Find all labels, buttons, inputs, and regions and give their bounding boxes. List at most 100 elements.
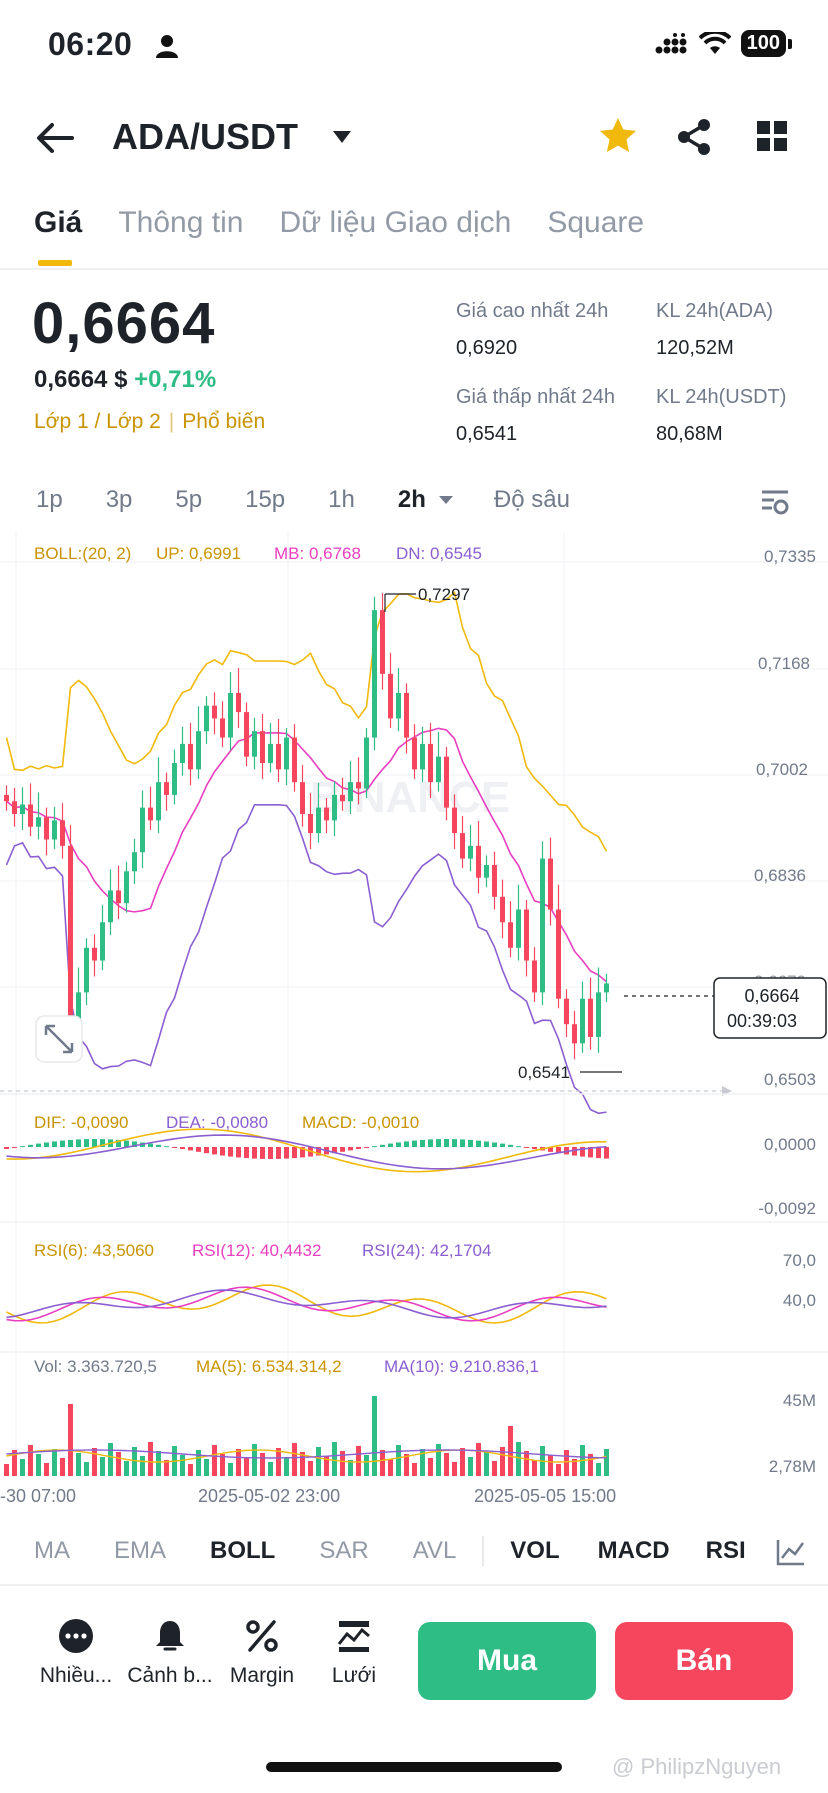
indicator-ema[interactable]: EMA — [114, 1537, 167, 1564]
vol-bar — [588, 1454, 593, 1476]
indicator-rsi[interactable]: RSI — [705, 1537, 746, 1564]
indicator-settings-icon[interactable] — [776, 1538, 806, 1566]
macd-bar — [412, 1140, 417, 1147]
margin-label: Margin — [229, 1664, 295, 1687]
status-bar: 06:20 100 — [0, 0, 828, 90]
more-button[interactable]: Nhiều... — [28, 1618, 124, 1688]
candle-body — [484, 864, 489, 878]
vol-bar — [116, 1452, 121, 1476]
vol-bar — [84, 1462, 89, 1476]
caret-down-icon[interactable] — [332, 130, 352, 144]
macd-bar — [84, 1139, 89, 1147]
share-icon[interactable] — [676, 118, 712, 156]
grid-trading-button[interactable]: Lưới — [306, 1618, 402, 1688]
macd-bar — [36, 1143, 41, 1147]
candle-body — [244, 712, 249, 757]
indicator-sar[interactable]: SAR — [319, 1537, 369, 1564]
indicator-ma[interactable]: MA — [34, 1537, 70, 1564]
candle-body — [308, 813, 313, 834]
interval-5m[interactable]: 5p — [175, 486, 203, 513]
macd-bar — [12, 1147, 17, 1148]
macd-bar — [292, 1147, 297, 1159]
interval-1m[interactable]: 1p — [36, 486, 63, 513]
interval-15m[interactable]: 15p — [245, 486, 286, 513]
indicator-macd[interactable]: MACD — [597, 1537, 670, 1564]
vol-bar — [276, 1448, 281, 1476]
vol-bar — [292, 1443, 297, 1476]
macd-bar — [428, 1139, 433, 1147]
macd-bar — [236, 1147, 241, 1158]
indicator-divider — [0, 1584, 828, 1586]
expand-chart-button[interactable] — [35, 1015, 83, 1063]
candlestick-chart[interactable]: BINANCE BOLL:(20, 2) UP: 0,6991 MB: 0,67… — [0, 532, 828, 1508]
macd-bar — [156, 1144, 161, 1147]
interval-caret-down-icon[interactable] — [438, 495, 454, 505]
macd-dif-line — [6, 1128, 607, 1173]
vol-bar — [388, 1459, 393, 1476]
macd-bar — [388, 1143, 393, 1147]
vol-quote-value: 80,68M — [656, 423, 723, 445]
tag-layer[interactable]: Lớp 1 / Lớp 2 — [34, 410, 161, 433]
interval-selector: 1p 3p 5p 15p 1h 2h Độ sâu — [36, 486, 613, 514]
more-dots-icon — [59, 1619, 93, 1653]
vol-bar — [396, 1445, 401, 1476]
interval-1h[interactable]: 1h — [328, 486, 355, 513]
back-arrow-icon[interactable] — [36, 120, 74, 156]
indicator-vol[interactable]: VOL — [510, 1537, 560, 1564]
macd-bar — [68, 1139, 73, 1147]
boll-up-label: UP: 0,6991 — [156, 544, 241, 563]
candle-body — [348, 782, 353, 802]
macd-bar — [28, 1144, 33, 1147]
macd-bar — [452, 1139, 457, 1147]
macd-bar — [148, 1143, 153, 1147]
candle-body — [356, 782, 361, 789]
indicator-avl[interactable]: AVL — [412, 1537, 457, 1564]
favorite-star-icon[interactable] — [598, 116, 638, 156]
candle-body — [580, 998, 585, 1044]
vol-bar — [532, 1460, 537, 1476]
vol-bar — [492, 1461, 497, 1476]
price-alert-button[interactable]: Cảnh b... — [122, 1618, 218, 1688]
tab-square[interactable]: Square — [547, 206, 645, 239]
vol-bar — [460, 1448, 465, 1476]
tag-popular[interactable]: Phổ biến — [182, 410, 266, 433]
tab-price[interactable]: Giá — [34, 206, 83, 266]
tab-trading-data[interactable]: Dữ liệu Giao dịch — [279, 206, 512, 239]
vol-bar — [484, 1452, 489, 1476]
indicator-boll[interactable]: BOLL — [210, 1537, 276, 1564]
macd-bar — [524, 1147, 529, 1148]
current-price-label: 0,6664 — [744, 986, 799, 1006]
depth-tab[interactable]: Độ sâu — [493, 486, 570, 513]
chart-settings-icon[interactable] — [760, 488, 790, 516]
buy-button[interactable]: Mua — [418, 1622, 596, 1700]
margin-button[interactable]: Margin — [214, 1618, 310, 1688]
candle-body — [196, 731, 201, 770]
macd-bar — [492, 1142, 497, 1147]
high-24h-value: 0,6920 — [456, 337, 518, 359]
vol-bar — [444, 1453, 449, 1476]
grid-menu-icon[interactable] — [756, 120, 788, 152]
candle-body — [148, 807, 153, 821]
vol-label: Vol: 3.363.720,5 — [34, 1357, 157, 1376]
macd-bar — [76, 1139, 81, 1147]
rsi-line — [6, 1289, 607, 1319]
interval-2h[interactable]: 2h — [397, 486, 426, 513]
candles — [4, 592, 609, 1060]
vol-bar — [236, 1449, 241, 1476]
candle-body — [284, 737, 289, 770]
vol-bar — [180, 1455, 185, 1476]
macd-bar — [356, 1147, 361, 1149]
vol-bar — [420, 1449, 425, 1476]
tag-separator: | — [168, 410, 175, 433]
candle-body — [236, 692, 241, 713]
vol-bar — [300, 1452, 305, 1476]
pair-title[interactable]: ADA/USDT — [112, 116, 298, 157]
main-tabs: Giá Thông tin Dữ liệu Giao dịch Square — [34, 206, 645, 266]
rsi-line — [6, 1286, 607, 1322]
interval-3m[interactable]: 3p — [105, 486, 133, 513]
low-24h-label: Giá thấp nhất 24h — [456, 386, 616, 408]
candle-body — [452, 807, 457, 834]
candle-body — [268, 743, 273, 764]
sell-button[interactable]: Bán — [615, 1622, 793, 1700]
tab-info[interactable]: Thông tin — [118, 206, 244, 239]
